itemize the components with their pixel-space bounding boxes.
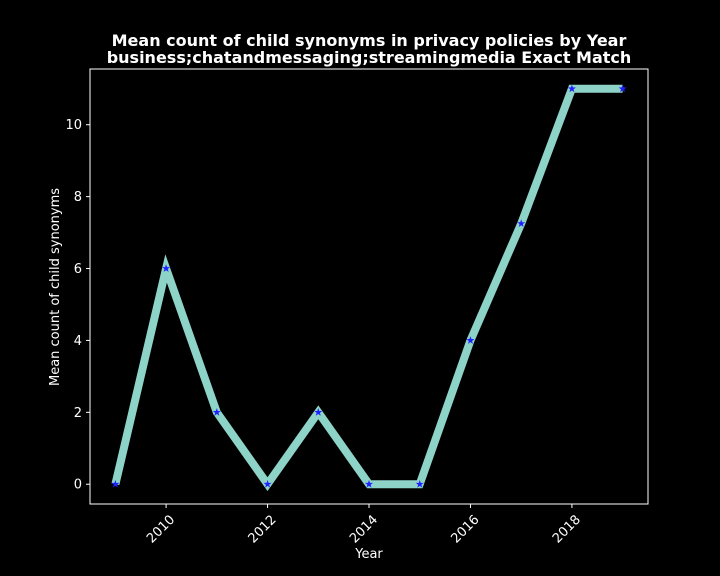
data-point-marker bbox=[517, 219, 526, 227]
data-point-marker bbox=[567, 84, 576, 93]
plot-area: 0 2 4 6 8 10 2010 2012 2014 2016 2018 bbox=[65, 68, 649, 546]
y-tick-label: 10 bbox=[65, 118, 82, 133]
x-tick-label: 2010 bbox=[144, 512, 178, 546]
y-tick-label: 6 bbox=[74, 262, 82, 277]
data-point-marker bbox=[618, 84, 627, 93]
data-point-marker bbox=[415, 480, 424, 488]
y-tick-label: 8 bbox=[74, 190, 82, 205]
chart-subtitle: business;chatandmessaging;streamingmedia… bbox=[107, 48, 632, 67]
y-tick-label: 0 bbox=[74, 478, 82, 493]
x-axis-label: Year bbox=[354, 547, 383, 562]
y-axis-label: Mean count of child synonyms bbox=[48, 188, 63, 386]
data-point-marker bbox=[212, 408, 221, 416]
data-point-marker bbox=[365, 480, 373, 488]
x-tick-label: 2014 bbox=[347, 512, 381, 546]
x-tick-label: 2016 bbox=[448, 512, 482, 546]
series-line bbox=[111, 84, 623, 492]
data-point-marker bbox=[162, 264, 171, 272]
y-tick-label: 2 bbox=[74, 406, 82, 421]
data-point-marker bbox=[111, 480, 120, 488]
x-tick-label: 2018 bbox=[550, 512, 584, 546]
data-point-marker bbox=[466, 336, 475, 344]
y-tick-label: 4 bbox=[74, 334, 82, 349]
data-point-marker bbox=[263, 480, 272, 488]
data-point-marker bbox=[314, 408, 323, 416]
chart-title: Mean count of child synonyms in privacy … bbox=[112, 31, 627, 50]
x-tick-label: 2012 bbox=[246, 512, 280, 546]
